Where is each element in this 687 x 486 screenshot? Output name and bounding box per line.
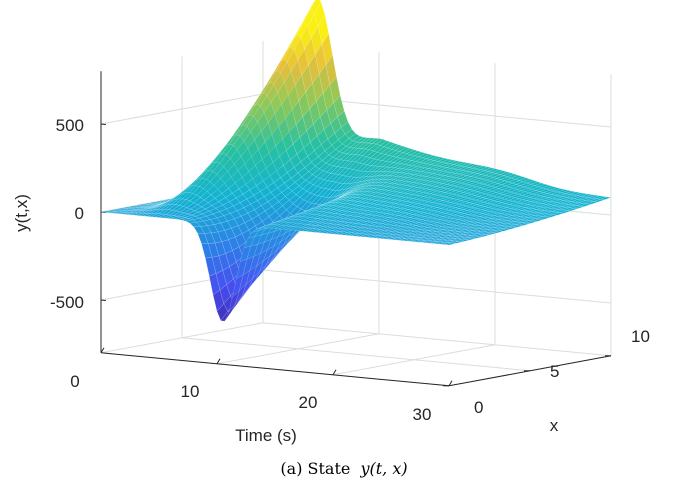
surface-patch bbox=[573, 205, 585, 209]
x-tick-mark bbox=[448, 380, 453, 387]
surface-patch bbox=[532, 218, 544, 222]
x-axis-line bbox=[100, 352, 450, 387]
surface-patch bbox=[553, 212, 564, 216]
grid-line bbox=[181, 337, 531, 372]
caption-math: y(t, x) bbox=[359, 459, 407, 478]
x-tick-label: 20 bbox=[299, 393, 318, 412]
surface-patch bbox=[472, 236, 483, 239]
grid-line bbox=[262, 269, 612, 304]
surface-mesh bbox=[100, 0, 612, 322]
grid-line bbox=[100, 93, 264, 125]
x-tick-mark bbox=[216, 358, 221, 365]
surface-patch bbox=[539, 216, 551, 220]
surface-patch bbox=[600, 196, 612, 200]
x-tick-labels: 0 10 20 30 bbox=[70, 372, 431, 424]
z-tick-label: 0 bbox=[75, 204, 84, 223]
figure-caption: (a) State y(t, x) bbox=[280, 459, 407, 478]
caption-prefix: (a) State bbox=[280, 459, 350, 478]
x-tick-label: 30 bbox=[413, 405, 432, 424]
surface-patch bbox=[526, 220, 537, 224]
x-axis-label: Time (s) bbox=[235, 426, 297, 445]
surface-patch bbox=[451, 241, 463, 244]
y-tick-label: 10 bbox=[631, 327, 650, 346]
surface-patch bbox=[593, 199, 605, 203]
grid-line bbox=[262, 322, 612, 357]
x-tick-mark bbox=[332, 369, 337, 376]
surface-patch bbox=[580, 203, 591, 207]
z-tick-mark bbox=[100, 299, 107, 301]
surface-patch bbox=[505, 226, 517, 230]
surface-patch bbox=[485, 232, 497, 236]
surface-patch bbox=[478, 234, 490, 237]
z-tick-labels: 500 0 -500 bbox=[50, 116, 84, 312]
surface-patch bbox=[499, 228, 510, 232]
y-tick-labels: 0 5 10 bbox=[474, 327, 650, 417]
surface-patch bbox=[566, 208, 578, 212]
surface-patch bbox=[546, 214, 558, 218]
z-tick-label: 500 bbox=[56, 116, 84, 135]
x-tick-mark bbox=[100, 347, 105, 354]
surface-patch bbox=[445, 242, 456, 246]
x-tick-label: 10 bbox=[181, 382, 200, 401]
z-tick-label: -500 bbox=[50, 293, 84, 312]
z-axis-label: y(t,x) bbox=[12, 194, 31, 232]
z-tick-mark bbox=[100, 123, 107, 125]
y-tick-label: 5 bbox=[550, 362, 559, 381]
x-tick-label: 0 bbox=[70, 372, 79, 391]
y-tick-label: 0 bbox=[474, 398, 483, 417]
y-axis-label: x bbox=[550, 416, 559, 435]
surface-patch bbox=[512, 224, 524, 228]
